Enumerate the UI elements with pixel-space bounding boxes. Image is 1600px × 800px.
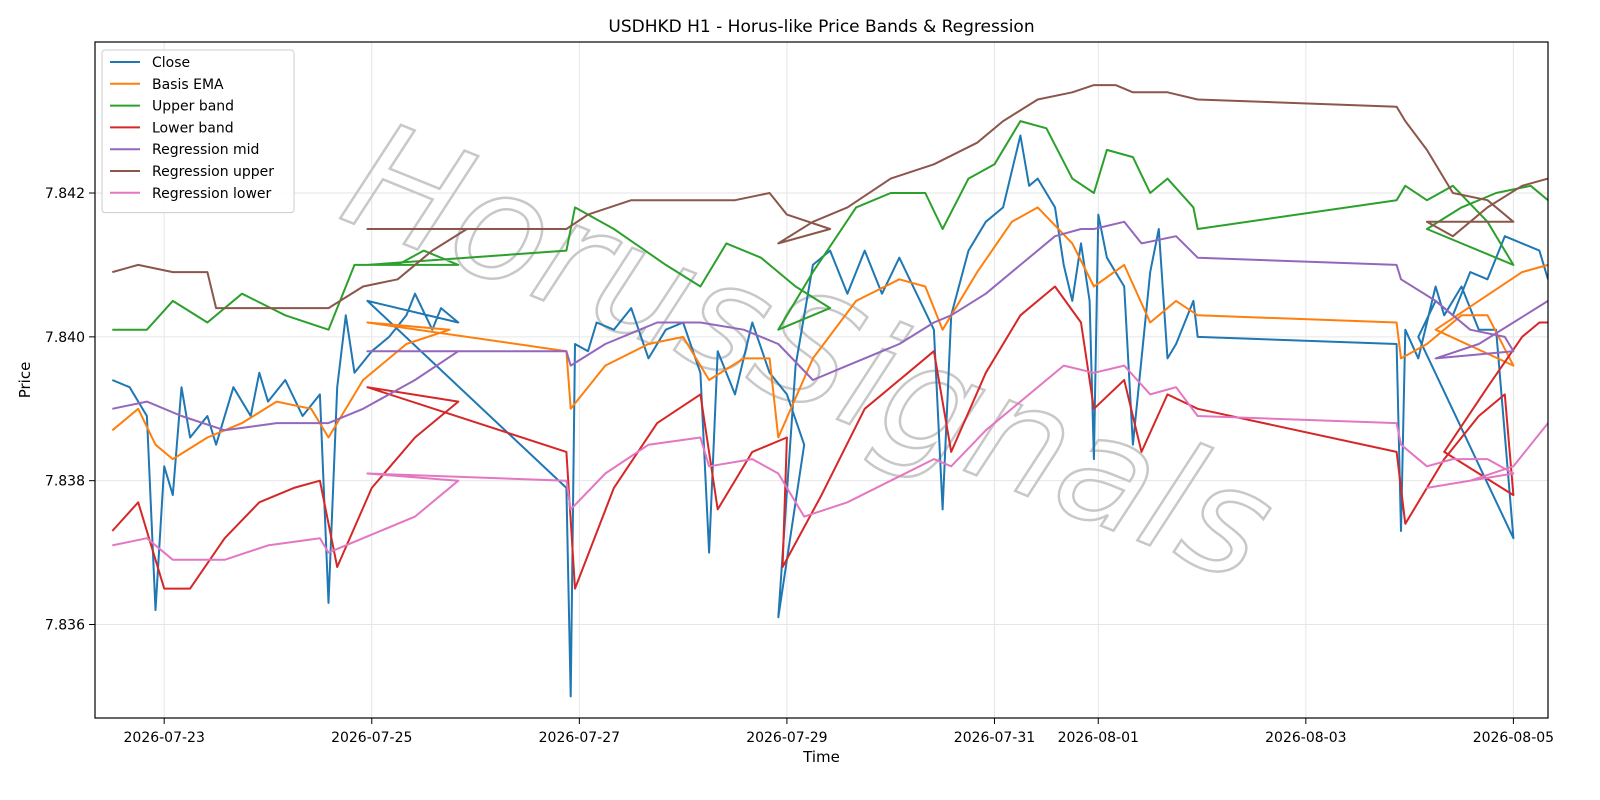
y-tick-label: 7.838 (45, 474, 85, 490)
legend-label: Regression lower (152, 186, 272, 202)
y-tick-label: 7.840 (45, 330, 85, 346)
legend-label: Regression mid (152, 142, 259, 158)
y-tick-label: 7.842 (45, 186, 85, 202)
x-tick-label: 2026-07-29 (746, 730, 827, 746)
legend-label: Close (152, 55, 190, 71)
legend-label: Lower band (152, 120, 234, 136)
x-axis-label: Time (802, 748, 840, 766)
x-axis-ticks: 2026-07-23 2026-07-25 2026-07-27 2026-07-29… (124, 718, 1554, 746)
legend-label: Upper band (152, 99, 234, 115)
legend-label: Basis EMA (152, 77, 224, 93)
x-tick-label: 2026-08-01 (1058, 730, 1139, 746)
x-tick-label: 2026-07-23 (124, 730, 205, 746)
grid (95, 42, 1548, 718)
series-line-upper-band (112, 120, 1548, 331)
x-tick-label: 2026-08-05 (1473, 730, 1554, 746)
x-tick-label: 2026-07-31 (954, 730, 1035, 746)
series-line-regression-mid (112, 220, 1548, 432)
series-line-regression-upper (112, 84, 1548, 310)
x-tick-label: 2026-07-27 (539, 730, 620, 746)
series-line-regression-lower (112, 364, 1548, 561)
y-axis-ticks: 7.836 7.838 7.840 7.842 (45, 186, 95, 634)
legend-box (101, 49, 295, 214)
x-tick-label: 2026-08-03 (1265, 730, 1346, 746)
y-axis-label: Price (16, 362, 34, 399)
legend-label: Regression upper (152, 164, 274, 180)
chart-title: USDHKD H1 - Horus-like Price Bands & Reg… (608, 17, 1034, 37)
plot-area-frame (94, 41, 1549, 719)
y-tick-label: 7.836 (45, 618, 85, 634)
series-line-lower-band (111, 285, 1548, 590)
legend: Close Basis EMA Upper band Lower band Regres… (101, 49, 295, 214)
x-tick-label: 2026-07-25 (331, 730, 412, 746)
series-lines (111, 84, 1548, 698)
